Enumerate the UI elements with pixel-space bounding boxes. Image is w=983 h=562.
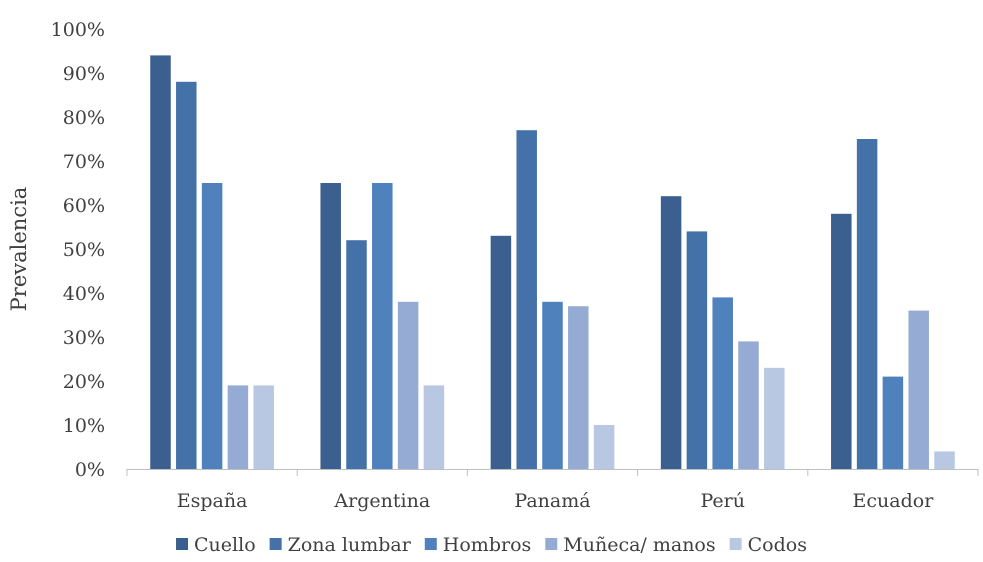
legend: Cuello Zona lumbar Hombros Muñeca/ manos Cod…: [176, 534, 807, 556]
y-tick-label: 80%: [63, 107, 105, 129]
y-tick-label: 90%: [63, 63, 105, 85]
y-tick-label: 40%: [63, 283, 105, 305]
bar-hombros-4: [882, 376, 904, 469]
bar-zona-lumbar-0: [176, 81, 197, 470]
x-category-label: Ecuador: [853, 490, 935, 512]
y-tick-label: 30%: [63, 327, 105, 349]
bar-muñeca-manos-1: [397, 301, 419, 469]
bar-codos-0: [253, 385, 274, 469]
legend-swatch: [729, 538, 742, 550]
bar-muñeca-manos-2: [568, 306, 589, 469]
bar-hombros-2: [542, 301, 563, 469]
legend-label: Muñeca/ manos: [563, 534, 715, 556]
x-category-label: España: [177, 490, 248, 512]
bar-cuello-4: [831, 213, 852, 469]
bar-hombros-1: [372, 183, 393, 469]
y-tick-label: 100%: [51, 19, 105, 41]
legend-label: Zona lumbar: [288, 534, 412, 556]
bar-codos-4: [934, 451, 955, 469]
x-category-label: Perú: [700, 490, 745, 512]
y-tick-label: 60%: [63, 195, 105, 217]
y-tick-label: 70%: [63, 151, 105, 173]
y-tick-label: 10%: [63, 415, 105, 437]
legend-label: Cuello: [194, 534, 256, 556]
y-tick-label: 50%: [63, 239, 105, 261]
bar-codos-3: [764, 367, 785, 469]
legend-swatch: [176, 538, 189, 550]
bar-hombros-3: [712, 297, 733, 469]
bar-cuello-0: [150, 55, 171, 470]
bar-cuello-3: [660, 196, 682, 469]
bar-muñeca-manos-0: [227, 385, 249, 469]
legend-swatch: [269, 538, 282, 550]
bar-zona-lumbar-2: [516, 130, 537, 469]
bar-zona-lumbar-3: [686, 231, 708, 469]
legend-label: Hombros: [443, 534, 531, 556]
y-tick-label: 0%: [75, 459, 105, 481]
bar-zona-lumbar-4: [856, 139, 878, 469]
y-tick-label: 20%: [63, 371, 105, 393]
y-axis-title: Prevalencia: [7, 187, 31, 312]
bar-codos-2: [593, 425, 615, 469]
bar-zona-lumbar-1: [346, 240, 367, 469]
bar-muñeca-manos-3: [738, 341, 759, 469]
bar-hombros-0: [201, 183, 223, 469]
legend-label: Codos: [748, 534, 807, 556]
x-category-label: Panamá: [514, 490, 590, 512]
bar-codos-1: [423, 385, 445, 469]
bar-cuello-2: [490, 235, 512, 469]
legend-swatch: [424, 538, 437, 550]
bar-cuello-1: [320, 183, 341, 469]
x-category-label: Argentina: [333, 490, 430, 512]
bar-muñeca-manos-4: [908, 310, 929, 469]
legend-swatch: [545, 538, 558, 550]
